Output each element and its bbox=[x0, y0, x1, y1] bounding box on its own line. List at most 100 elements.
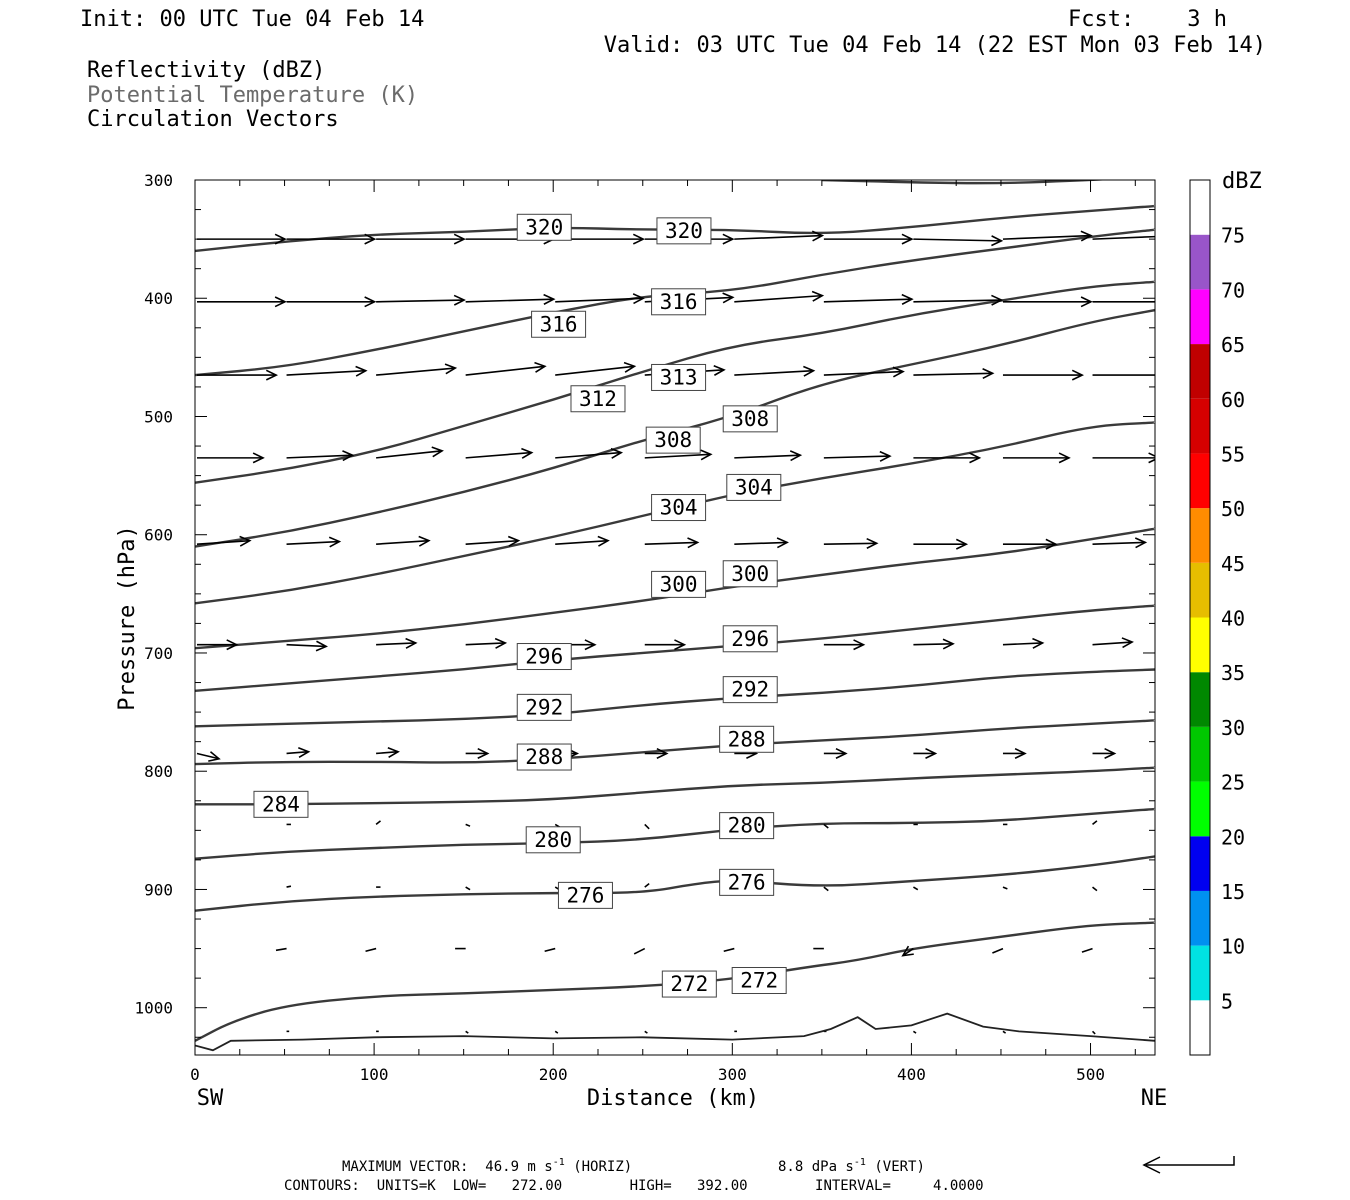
colorbar-segment bbox=[1190, 508, 1210, 563]
svg-text:320: 320 bbox=[665, 219, 703, 243]
contour-label: 308 bbox=[722, 405, 778, 433]
vector-arrow bbox=[555, 293, 646, 305]
vector-arrow bbox=[644, 747, 669, 759]
theta-contour-280 bbox=[195, 807, 1155, 860]
vector-arrow bbox=[913, 886, 919, 891]
reflectivity-colorbar: 5 10 15 20 25 30 35 40 45 50 55 60 65 70 75 bbox=[1189, 179, 1245, 1056]
contour-label: 300 bbox=[651, 570, 707, 598]
valid-time-label: Valid: 03 UTC Tue 04 Feb 14 (22 EST Mon … bbox=[604, 33, 1266, 58]
vector-arrow bbox=[376, 363, 458, 376]
vector-arrow bbox=[1002, 296, 1093, 308]
colorbar-tick-label: 30 bbox=[1221, 716, 1245, 740]
vector-arrow bbox=[1091, 1030, 1096, 1035]
contour-label: 288 bbox=[516, 743, 572, 771]
vector-arrow bbox=[644, 537, 700, 549]
footer-max-vector: MAXIMUM VECTOR: 46.9 m s-1 (HORIZ) bbox=[342, 1157, 632, 1175]
x-tick-label: 500 bbox=[1076, 1065, 1105, 1084]
vector-arrow bbox=[197, 452, 265, 464]
theta-contour-296 bbox=[195, 604, 1155, 692]
svg-text:276: 276 bbox=[728, 870, 766, 894]
vector-arrow bbox=[913, 294, 1004, 306]
svg-text:284: 284 bbox=[262, 792, 300, 816]
contour-label: 296 bbox=[516, 643, 572, 671]
vector-arrow bbox=[823, 293, 914, 305]
vector-arrow bbox=[197, 639, 239, 651]
vector-arrow bbox=[734, 290, 825, 303]
vector-arrow bbox=[376, 233, 466, 245]
vector-arrow bbox=[1002, 538, 1058, 550]
vector-arrow bbox=[644, 882, 650, 888]
vector-arrow bbox=[644, 1030, 648, 1034]
vector-arrow bbox=[196, 535, 252, 547]
vector-arrow bbox=[465, 447, 534, 459]
vector-arrow bbox=[913, 235, 1004, 247]
colorbar-segment bbox=[1190, 836, 1210, 891]
vector-arrow bbox=[465, 361, 547, 376]
colorbar-tick-label: 5 bbox=[1221, 989, 1233, 1013]
vector-arrow bbox=[286, 746, 311, 758]
vector-arrow bbox=[376, 294, 466, 306]
contour-label: 292 bbox=[722, 676, 778, 704]
y-tick-label: 1000 bbox=[134, 999, 173, 1018]
y-tick-label: 700 bbox=[144, 644, 173, 663]
contour-label: 316 bbox=[531, 310, 587, 338]
colorbar-segment bbox=[1190, 453, 1210, 509]
svg-text:296: 296 bbox=[525, 645, 563, 669]
colorbar-segment bbox=[1190, 562, 1210, 618]
vector-arrow bbox=[913, 538, 969, 550]
svg-text:276: 276 bbox=[566, 883, 604, 907]
reference-vector-icon bbox=[1142, 1156, 1235, 1174]
vector-arrow bbox=[465, 637, 508, 649]
legend-potential-temperature: Potential Temperature (K) bbox=[87, 83, 418, 108]
vector-arrow bbox=[465, 823, 471, 827]
colorbar-tick-label: 10 bbox=[1221, 935, 1245, 959]
vector-arrow bbox=[1092, 374, 1155, 376]
colorbar-segment bbox=[1190, 890, 1210, 946]
x-tick-label: 300 bbox=[718, 1065, 747, 1084]
colorbar-unit-label: dBZ bbox=[1222, 169, 1262, 194]
vector-arrow bbox=[1002, 747, 1027, 759]
contour-label: 272 bbox=[731, 967, 787, 995]
y-tick-label: 800 bbox=[144, 762, 173, 781]
vector-arrow bbox=[286, 365, 368, 377]
axes: 0 100 200 300 400 500 300 400 500 600 700 800 900 100… bbox=[134, 171, 1155, 1084]
vector-arrow bbox=[913, 747, 938, 759]
vector-arrow bbox=[286, 233, 377, 245]
x-tick-label: 100 bbox=[360, 1065, 389, 1084]
svg-text:300: 300 bbox=[731, 562, 769, 586]
colorbar-tick-label: 40 bbox=[1221, 607, 1245, 631]
svg-text:308: 308 bbox=[731, 407, 769, 431]
svg-text:272: 272 bbox=[670, 972, 708, 996]
contour-label: 296 bbox=[722, 625, 778, 653]
vector-arrow bbox=[913, 638, 955, 650]
vector-arrow bbox=[286, 450, 355, 462]
vector-arrow bbox=[913, 452, 982, 464]
vector-arrow bbox=[644, 449, 713, 461]
colorbar-tick-label: 25 bbox=[1221, 771, 1245, 795]
y-axis-title: Pressure (hPa) bbox=[115, 525, 140, 710]
vector-arrow bbox=[1002, 886, 1008, 890]
colorbar-tick-label: 45 bbox=[1221, 552, 1245, 576]
colorbar-segment bbox=[1190, 344, 1210, 399]
vector-arrow bbox=[376, 535, 431, 547]
vector-arrow bbox=[197, 369, 279, 381]
vector-arrow bbox=[633, 947, 646, 955]
vector-arrow bbox=[465, 1030, 469, 1034]
colorbar-segment bbox=[1190, 398, 1210, 454]
svg-text:292: 292 bbox=[731, 678, 769, 702]
vector-arrow bbox=[1092, 747, 1117, 759]
vector-arrow bbox=[823, 366, 905, 378]
contour-label: 316 bbox=[651, 288, 707, 316]
vector-arrow bbox=[723, 947, 735, 952]
vector-arrow bbox=[823, 537, 879, 549]
theta-contour-292 bbox=[195, 668, 1155, 728]
footer-contours: CONTOURS: UNITS=K LOW= 272.00 HIGH= 392.… bbox=[284, 1178, 984, 1194]
contour-label: 320 bbox=[516, 213, 572, 241]
vector-arrow bbox=[275, 947, 287, 952]
vector-arrow bbox=[734, 230, 825, 242]
vector-arrow bbox=[644, 639, 687, 651]
svg-text:316: 316 bbox=[660, 290, 698, 314]
vector-arrow bbox=[555, 447, 624, 459]
x-tick-label: 0 bbox=[190, 1065, 200, 1084]
